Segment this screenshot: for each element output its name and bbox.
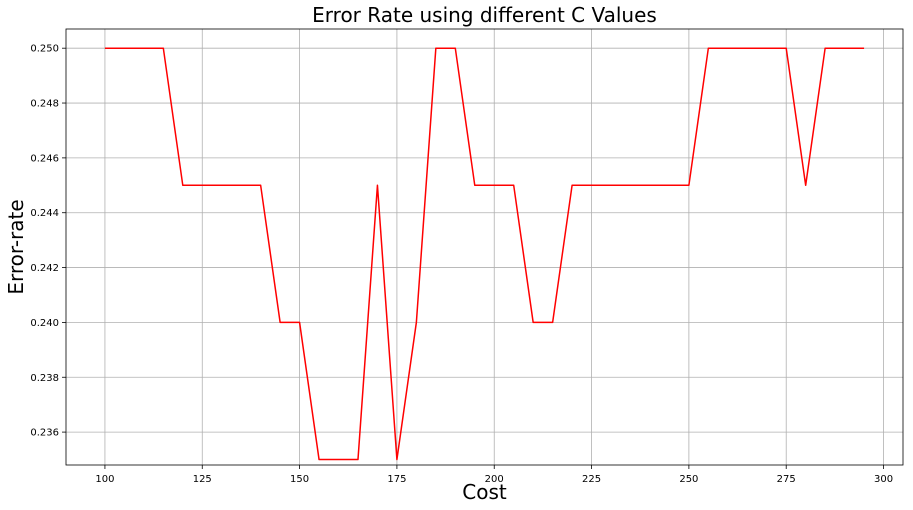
plot-frame [65, 28, 904, 466]
x-tick-label: 250 [679, 474, 698, 485]
x-tick-label: 225 [582, 474, 601, 485]
x-axis-label: Cost [462, 480, 507, 504]
x-tick-label: 175 [387, 474, 406, 485]
y-tick-label: 0.250 [30, 44, 59, 55]
x-tick-label: 100 [95, 474, 114, 485]
y-tick-label: 0.244 [30, 208, 59, 219]
series-group [104, 47, 865, 461]
x-tick-label: 125 [193, 474, 212, 485]
x-tick-label: 300 [874, 474, 893, 485]
x-axis: 100 125 150 175 200 225 250 275 300 [95, 465, 893, 485]
y-tick-label: 0.236 [30, 428, 59, 439]
y-tick-label: 0.248 [30, 99, 59, 110]
x-tick-label: 275 [777, 474, 796, 485]
y-tick-label: 0.242 [30, 263, 59, 274]
y-axis-label: Error-rate [4, 199, 28, 294]
x-tick-label: 200 [485, 474, 504, 485]
y-tick-label: 0.246 [30, 153, 59, 164]
x-tick-label: 150 [290, 474, 309, 485]
chart-title: Error Rate using different C Values [312, 3, 657, 27]
y-axis: 0.236 0.238 0.240 0.242 0.244 0.246 0.248 0.250 [30, 44, 66, 439]
y-tick-label: 0.240 [30, 318, 59, 329]
grid [66, 29, 903, 465]
y-tick-label: 0.238 [30, 373, 59, 384]
series-line [104, 47, 865, 461]
